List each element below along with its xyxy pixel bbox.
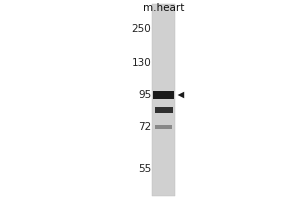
FancyBboxPatch shape	[153, 91, 174, 99]
Polygon shape	[178, 92, 184, 98]
Text: m.heart: m.heart	[143, 3, 184, 13]
Text: 72: 72	[138, 122, 152, 132]
Text: 55: 55	[138, 164, 152, 174]
FancyBboxPatch shape	[152, 4, 175, 196]
Text: 95: 95	[138, 90, 152, 100]
Text: 250: 250	[132, 24, 152, 34]
Text: 130: 130	[132, 58, 152, 68]
FancyBboxPatch shape	[154, 107, 172, 113]
FancyBboxPatch shape	[155, 125, 172, 129]
